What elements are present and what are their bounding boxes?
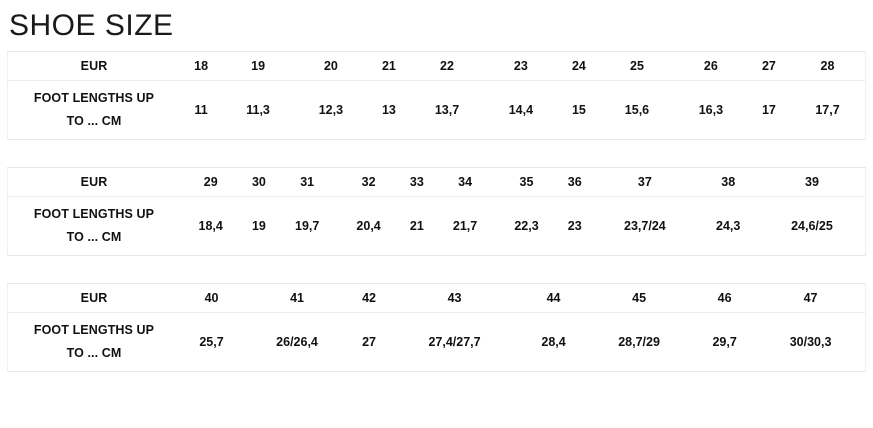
foot-length-cell: 21	[399, 196, 435, 256]
eur-size-cell: 41	[290, 291, 304, 305]
table-row: FOOT LENGTHS UP TO ... CM 11 11,3 12,3 1…	[7, 80, 866, 140]
eur-size-cell: 24	[571, 59, 586, 73]
foot-length-cell: 21,7	[434, 196, 496, 256]
eur-size-cell: 34	[458, 175, 473, 189]
eur-size-cell: 44	[546, 291, 561, 305]
foot-length-label-line-2: TO ... CM	[66, 230, 122, 244]
eur-size-cell: 37	[637, 175, 652, 189]
row-label-foot-length: FOOT LENGTHS UP TO ... CM	[7, 196, 180, 256]
eur-size-cell: 23	[513, 59, 528, 73]
foot-length-cell: 23,7/24	[592, 196, 698, 256]
table-row: EUR 29 30 31 32 33 34 35 36 37 38 39	[8, 168, 866, 197]
eur-size-cell: 18	[194, 59, 209, 73]
eur-size-cell: 31	[300, 175, 315, 189]
eur-size-cell: 39	[805, 175, 819, 189]
row-label-eur: EUR	[80, 291, 108, 305]
eur-size-cell: 46	[717, 291, 732, 305]
table-row: EUR 18 19 20 21 22 23 24 25 26 27 28	[8, 52, 866, 81]
foot-length-cell: 27	[351, 312, 388, 372]
foot-length-label-line-1: FOOT LENGTHS UP	[33, 91, 155, 105]
eur-size-cell: 33	[409, 175, 424, 189]
eur-size-cell: 40	[204, 291, 219, 305]
foot-length-cell: 11	[180, 80, 223, 140]
size-table-2: EUR 29 30 31 32 33 34 35 36 37 38 39 FOO…	[7, 167, 866, 256]
eur-size-cell: 28	[820, 59, 835, 73]
size-table-3: EUR 40 41 42 43 44 45 46 47 FOOT LENGTHS…	[7, 283, 866, 372]
row-label-eur: EUR	[80, 59, 108, 73]
page-title: SHOE SIZE	[9, 9, 174, 42]
foot-length-label-line-1: FOOT LENGTHS UP	[33, 323, 155, 337]
foot-length-cell: 26/26,4	[243, 312, 352, 372]
eur-size-cell: 35	[519, 175, 534, 189]
foot-length-cell: 23	[557, 196, 593, 256]
foot-length-cell: 16,3	[673, 80, 748, 140]
foot-length-cell: 30/30,3	[756, 312, 866, 372]
foot-length-cell: 29,7	[693, 312, 757, 372]
foot-length-cell: 19	[241, 196, 277, 256]
foot-length-label-line-2: TO ... CM	[66, 114, 122, 128]
foot-length-cell: 24,3	[697, 196, 759, 256]
eur-size-cell: 27	[761, 59, 776, 73]
foot-length-label-line-2: TO ... CM	[66, 346, 122, 360]
foot-length-cell: 28,7/29	[585, 312, 694, 372]
eur-size-cell: 19	[251, 59, 266, 73]
eur-size-cell: 29	[203, 175, 218, 189]
eur-size-cell: 30	[251, 175, 266, 189]
foot-length-cell: 24,6/25	[758, 196, 866, 256]
foot-length-cell: 28,4	[522, 312, 586, 372]
eur-size-cell: 45	[632, 291, 647, 305]
foot-length-cell: 14,4	[483, 80, 558, 140]
size-tables-container: EUR 18 19 20 21 22 23 24 25 26 27 28 FOO…	[0, 51, 873, 372]
foot-length-cell: 27,4/27,7	[387, 312, 523, 372]
foot-length-cell: 18,4	[180, 196, 242, 256]
eur-size-cell: 36	[567, 175, 582, 189]
row-label-foot-length: FOOT LENGTHS UP TO ... CM	[7, 80, 180, 140]
size-table-1: EUR 18 19 20 21 22 23 24 25 26 27 28 FOO…	[7, 51, 866, 140]
foot-length-cell: 15,6	[600, 80, 674, 140]
foot-length-cell: 13,7	[410, 80, 484, 140]
eur-size-cell: 32	[361, 175, 376, 189]
eur-size-cell: 47	[803, 291, 818, 305]
eur-size-cell: 42	[362, 291, 376, 305]
eur-size-cell: 20	[323, 59, 338, 73]
foot-length-cell: 11,3	[222, 80, 294, 140]
foot-length-cell: 17,7	[790, 80, 866, 140]
eur-size-cell: 26	[703, 59, 718, 73]
foot-length-cell: 22,3	[495, 196, 558, 256]
eur-size-cell: 22	[440, 59, 454, 73]
row-label-eur: EUR	[80, 175, 108, 189]
table-row: FOOT LENGTHS UP TO ... CM 25,7 26/26,4 2…	[7, 312, 866, 372]
foot-length-cell: 13	[367, 80, 411, 140]
foot-length-label-line-1: FOOT LENGTHS UP	[33, 207, 155, 221]
eur-size-cell: 38	[721, 175, 736, 189]
foot-length-cell: 25,7	[180, 312, 244, 372]
foot-length-cell: 19,7	[276, 196, 338, 256]
foot-length-cell: 12,3	[293, 80, 368, 140]
eur-size-cell: 21	[381, 59, 396, 73]
row-label-foot-length: FOOT LENGTHS UP TO ... CM	[7, 312, 180, 372]
eur-size-cell: 25	[630, 59, 644, 73]
foot-length-cell: 15	[557, 80, 601, 140]
eur-size-cell: 43	[447, 291, 462, 305]
table-row: FOOT LENGTHS UP TO ... CM 18,4 19 19,7 2…	[7, 196, 866, 256]
foot-length-cell: 20,4	[337, 196, 400, 256]
foot-length-cell: 17	[747, 80, 791, 140]
table-row: EUR 40 41 42 43 44 45 46 47	[8, 284, 866, 313]
